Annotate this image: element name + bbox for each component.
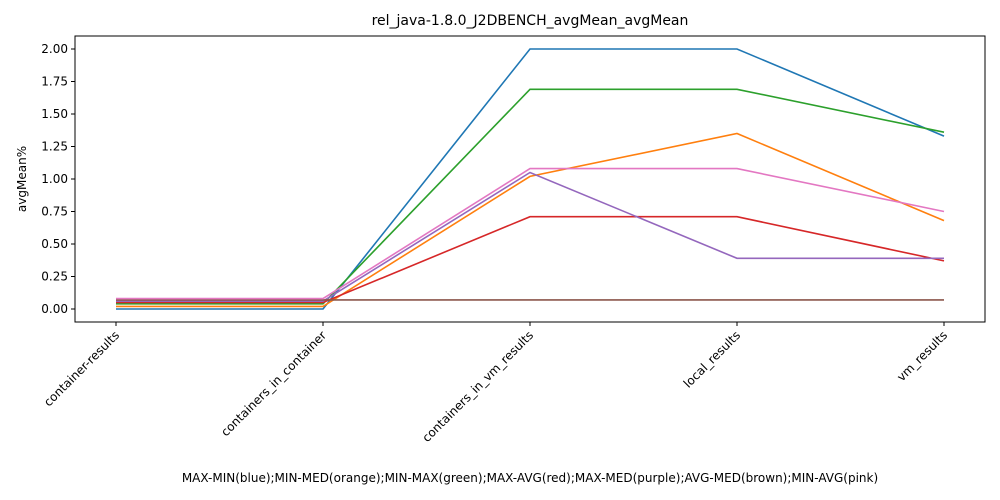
y-axis-label: avgMean% bbox=[15, 146, 29, 212]
series-line-7 bbox=[116, 167, 945, 300]
series-layer bbox=[116, 48, 945, 310]
y-tick-label: 1.00 bbox=[41, 172, 68, 186]
y-tick-label: 1.50 bbox=[41, 107, 68, 121]
y-tick-label: 1.75 bbox=[41, 75, 68, 89]
chart-title: rel_java-1.8.0_J2DBENCH_avgMean_avgMean bbox=[372, 13, 689, 29]
y-tick-label: 0.25 bbox=[41, 270, 68, 284]
x-axis-label: MAX-MIN(blue);MIN-MED(orange);MIN-MAX(gr… bbox=[182, 471, 878, 485]
y-tick-label: 0.75 bbox=[41, 205, 68, 219]
series-line-1 bbox=[116, 48, 945, 310]
y-tick-label: 1.25 bbox=[41, 140, 68, 154]
y-tick-label: 0.50 bbox=[41, 237, 68, 251]
y-tick-label: 2.00 bbox=[41, 42, 68, 56]
series-line-3 bbox=[116, 88, 945, 305]
series-line-4 bbox=[116, 215, 945, 304]
series-line-5 bbox=[116, 171, 944, 303]
series-line-2 bbox=[116, 132, 945, 308]
y-tick-label: 0.00 bbox=[41, 302, 68, 316]
